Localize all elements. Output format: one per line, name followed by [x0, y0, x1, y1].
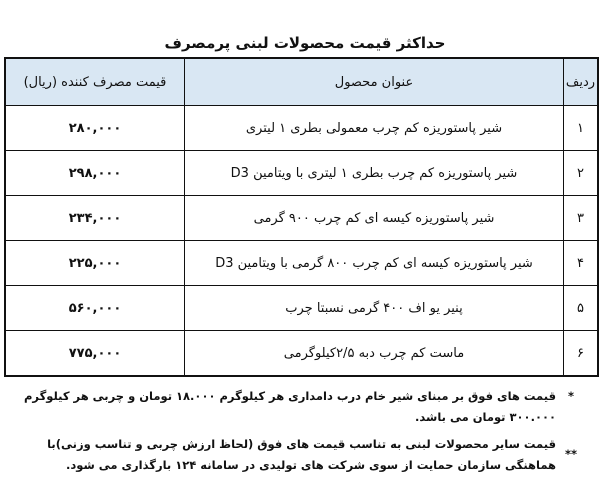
price: ۷۷۵,۰۰۰: [4, 330, 185, 377]
footnote: * قیمت های فوق بر مبنای شیر خام درب دامدا…: [8, 386, 586, 428]
header-product: عنوان محصول: [184, 57, 564, 106]
table-row: ۶ ماست کم چرب دبه ۲/۵کیلوگرمی ۷۷۵,۰۰۰: [4, 330, 599, 377]
table-row: ۴ شیر پاستوریزه کیسه ای کم چرب ۸۰۰ گرمی ب…: [4, 240, 599, 286]
table-row: ۱ شیر پاستوریزه کم چرب معمولی بطری ۱ لیتر…: [4, 105, 599, 151]
row-number: ۳: [563, 195, 599, 241]
footnote-text: قیمت سایر محصولات لبنی به تناسب قیمت های…: [47, 437, 556, 472]
product-name: شیر پاستوریزه کم چرب معمولی بطری ۱ لیتری: [184, 105, 564, 151]
footnote-mark: **: [564, 447, 578, 461]
price: ۲۲۵,۰۰۰: [4, 240, 185, 286]
table-row: ۲ شیر پاستوریزه کم چرب بطری ۱ لیتری با وی…: [4, 150, 599, 196]
price: ۲۸۰,۰۰۰: [4, 105, 185, 151]
row-number: ۵: [563, 285, 599, 331]
product-name: شیر پاستوریزه کیسه ای کم چرب ۹۰۰ گرمی: [184, 195, 564, 241]
footnote: ** قیمت سایر محصولات لبنی به تناسب قیمت ه…: [8, 434, 586, 476]
price: ۲۹۸,۰۰۰: [4, 150, 185, 196]
product-name: شیر پاستوریزه کم چرب بطری ۱ لیتری با ویت…: [184, 150, 564, 196]
product-name: ماست کم چرب دبه ۲/۵کیلوگرمی: [184, 330, 564, 377]
price-table: ردیف عنوان محصول قیمت مصرف کننده (ریال) …: [4, 57, 599, 377]
row-number: ۶: [563, 330, 599, 377]
row-number: ۱: [563, 105, 599, 151]
price: ۵۶۰,۰۰۰: [4, 285, 185, 331]
product-name: پنیر یو اف ۴۰۰ گرمی نسبتا چرب: [184, 285, 564, 331]
table-row: ۳ شیر پاستوریزه کیسه ای کم چرب ۹۰۰ گرمی ۲۳…: [4, 195, 599, 241]
table-row: ۵ پنیر یو اف ۴۰۰ گرمی نسبتا چرب ۵۶۰,۰۰۰: [4, 285, 599, 331]
footnotes: * قیمت های فوق بر مبنای شیر خام درب دامدا…: [8, 386, 586, 482]
table-header: ردیف عنوان محصول قیمت مصرف کننده (ریال): [4, 57, 599, 106]
header-price: قیمت مصرف کننده (ریال): [4, 57, 185, 106]
product-name: شیر پاستوریزه کیسه ای کم چرب ۸۰۰ گرمی با…: [184, 240, 564, 286]
footnote-text: قیمت های فوق بر مبنای شیر خام درب دامدار…: [23, 389, 556, 424]
header-row-number: ردیف: [563, 57, 599, 106]
row-number: ۲: [563, 150, 599, 196]
page-title: حداکثر قیمت محصولات لبنی پرمصرف: [164, 34, 446, 52]
price: ۲۳۴,۰۰۰: [4, 195, 185, 241]
footnote-mark: *: [567, 389, 574, 403]
row-number: ۴: [563, 240, 599, 286]
